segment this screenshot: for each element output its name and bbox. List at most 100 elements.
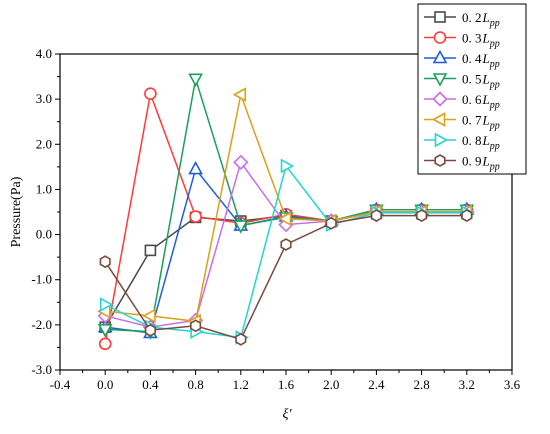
legend-label-symbol: L	[482, 113, 490, 128]
y-tick-label: 2.0	[36, 136, 52, 151]
legend-marker	[432, 49, 448, 64]
legend-label-symbol: L	[482, 72, 490, 87]
legend-label-value: 0. 9	[462, 154, 482, 169]
x-tick-label: 1.2	[233, 377, 249, 392]
legend-label-subscript: pp	[489, 162, 500, 173]
axes: -0.4 0.0 0.4 0.8 1.2 1.6 2.0 2.4 2.8 3.2 3.6 -3.0 -2…	[31, 46, 520, 392]
data-point	[280, 158, 295, 174]
legend-label: 0. 7Lpp	[462, 113, 500, 132]
x-tick-label: 2.8	[413, 377, 429, 392]
legend-label-value: 0. 8	[462, 133, 482, 148]
legend-marker	[433, 31, 447, 44]
legend-label: 0. 2Lpp	[462, 10, 500, 29]
data-point	[461, 209, 473, 223]
x-tick-label: 2.4	[368, 377, 385, 392]
legend-label-symbol: L	[482, 10, 490, 25]
x-tick-label: 3.2	[459, 377, 475, 392]
data-point	[142, 308, 156, 324]
legend-label: 0. 5Lpp	[462, 72, 500, 91]
legend-marker	[434, 154, 446, 167]
legend-entry: 0. 6Lpp	[424, 91, 500, 111]
data-point	[280, 238, 292, 251]
legend-label-value: 0. 3	[462, 31, 482, 46]
data-point	[144, 323, 156, 337]
x-tick-label: 3.6	[504, 377, 521, 392]
y-tick-label: 4.0	[36, 46, 52, 61]
data-point	[99, 255, 111, 269]
series-line	[105, 167, 467, 334]
legend-label: 0. 9Lpp	[462, 154, 500, 173]
legend-label-subscript: pp	[489, 100, 500, 111]
legend-entry: 0. 2Lpp	[424, 10, 500, 29]
legend-marker	[434, 11, 446, 23]
legend-label: 0. 3Lpp	[462, 31, 500, 50]
data-point	[416, 209, 428, 223]
legend-label-value: 0. 6	[462, 92, 482, 107]
legend-entry: 0. 9Lpp	[424, 154, 500, 173]
legend-label-symbol: L	[482, 154, 490, 169]
data-point	[232, 87, 247, 102]
y-axis-title: Pressure(Pa)	[9, 176, 24, 247]
legend-box	[417, 3, 527, 175]
y-tick-label: -2.0	[31, 317, 52, 332]
series-layer	[97, 73, 475, 351]
x-tick-label: 1.6	[278, 377, 295, 392]
x-tick-label: -0.4	[50, 377, 71, 392]
x-tick-label: 0.0	[97, 377, 113, 392]
y-tick-label: 0.0	[36, 227, 52, 242]
legend-label-subscript: pp	[489, 121, 500, 132]
legend-label-symbol: L	[482, 133, 490, 148]
data-point	[277, 211, 292, 227]
legend-label-subscript: pp	[489, 18, 500, 29]
series-line	[105, 91, 467, 323]
legend-entry: 0. 7Lpp	[424, 112, 500, 132]
legend-label-subscript: pp	[489, 59, 500, 70]
y-tick-label: 3.0	[36, 91, 52, 106]
legend-entry: 0. 5Lpp	[424, 72, 500, 91]
legend-label-subscript: pp	[489, 141, 500, 152]
data-point	[144, 87, 157, 101]
data-point	[189, 210, 202, 223]
data-point	[97, 324, 113, 338]
y-tick-label: -3.0	[31, 362, 52, 377]
data-point	[99, 297, 114, 312]
series-8	[99, 209, 473, 346]
legend-marker	[432, 91, 448, 107]
legend-label-symbol: L	[482, 51, 490, 66]
data-point	[98, 337, 112, 351]
legend-marker	[432, 73, 448, 87]
legend-label: 0. 8Lpp	[462, 133, 500, 152]
y-tick-label: 1.0	[36, 181, 52, 196]
data-point	[325, 216, 337, 230]
legend-label-value: 0. 2	[462, 10, 482, 25]
data-point	[190, 319, 202, 333]
series-line	[104, 164, 467, 339]
legend-entry: 0. 3Lpp	[424, 31, 500, 50]
data-point	[233, 154, 249, 170]
legend-label-value: 0. 5	[462, 72, 482, 87]
legend-label: 0. 4Lpp	[462, 51, 500, 70]
series-6	[97, 87, 473, 329]
legend-marker	[434, 132, 449, 148]
x-axis-title: ξ′	[282, 407, 292, 422]
legend-entry: 0. 4Lpp	[424, 49, 500, 70]
legend-label-value: 0. 7	[462, 113, 482, 128]
data-point	[233, 220, 249, 234]
x-tick-label: 2.0	[323, 377, 339, 392]
legend-label-symbol: L	[482, 31, 490, 46]
data-point	[144, 244, 157, 257]
data-point	[235, 332, 247, 346]
data-point	[370, 209, 382, 223]
x-tick-label: 0.8	[187, 377, 203, 392]
data-point	[188, 160, 203, 175]
legend-entry: 0. 8Lpp	[424, 132, 500, 152]
legend-label-subscript: pp	[489, 80, 500, 91]
data-point	[188, 73, 203, 88]
legend-label-symbol: L	[482, 92, 490, 107]
legend-label: 0. 6Lpp	[462, 92, 500, 111]
x-tick-label: 0.4	[142, 377, 159, 392]
legend-label-value: 0. 4	[462, 51, 482, 66]
y-tick-label: -1.0	[31, 272, 52, 287]
legend-label-subscript: pp	[489, 39, 500, 50]
